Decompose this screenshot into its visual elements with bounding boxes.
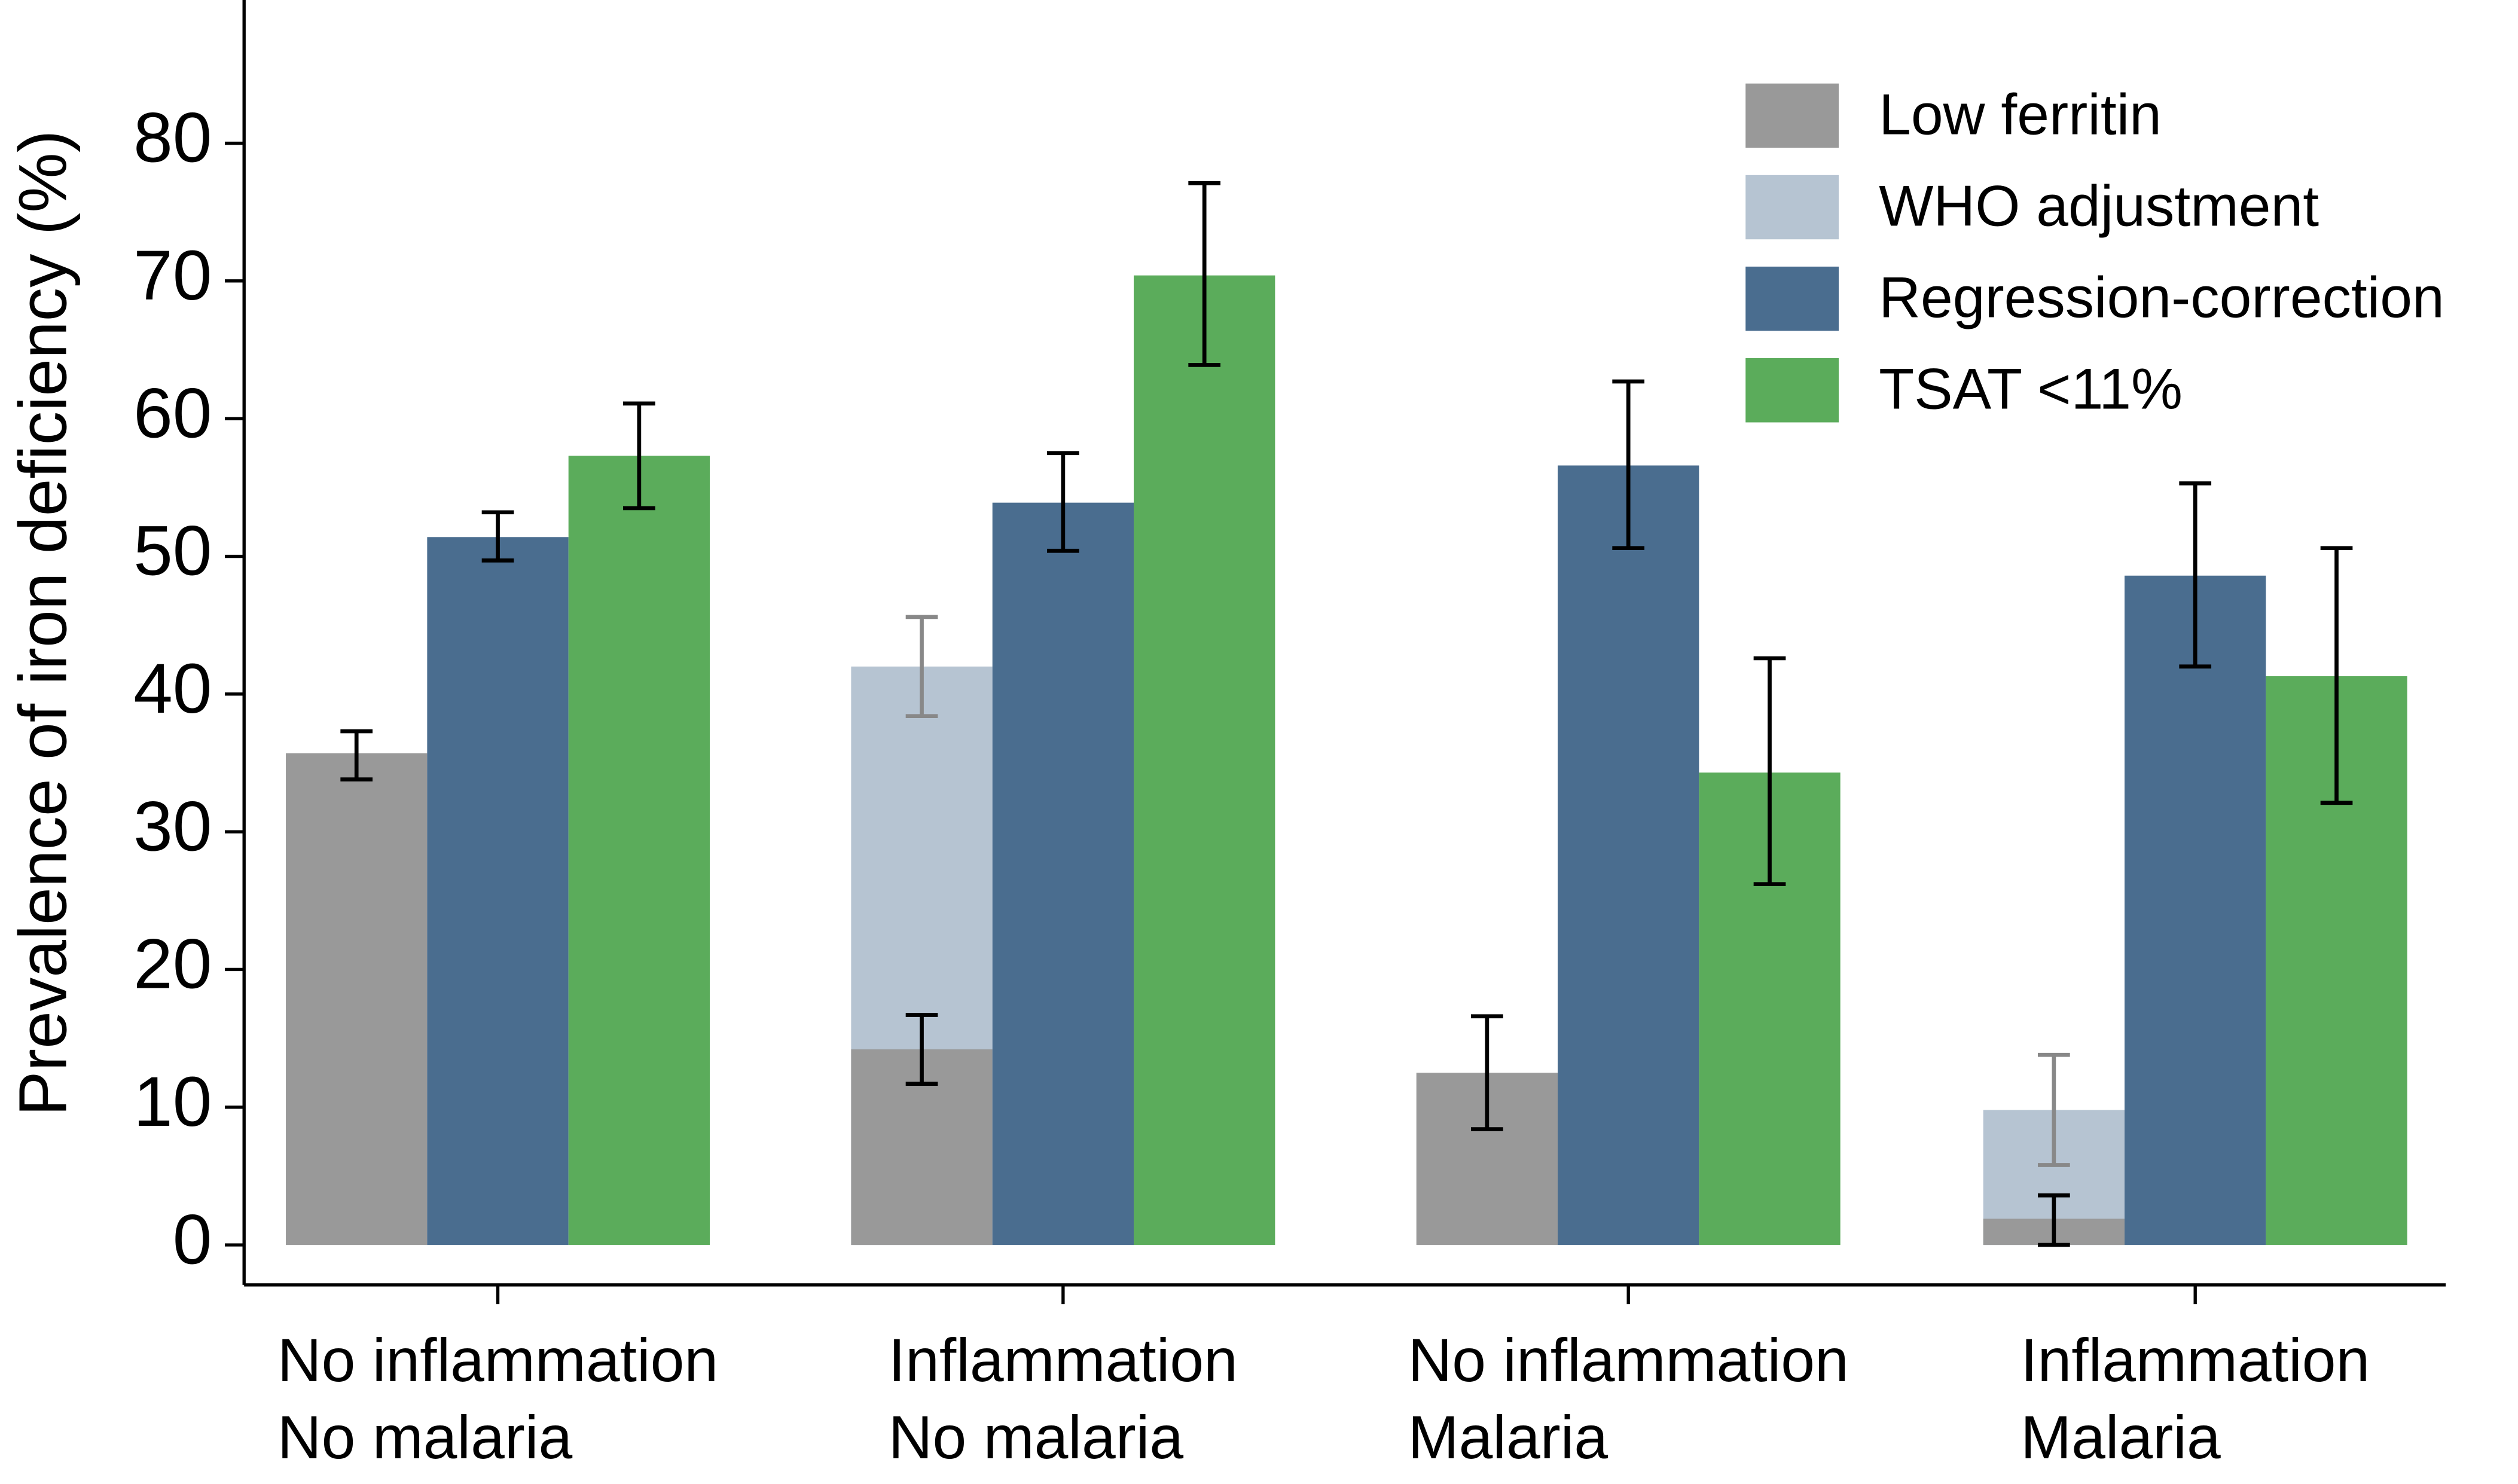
error-bar bbox=[481, 510, 514, 563]
x-tick-label: Malaria bbox=[2020, 1403, 2221, 1471]
y-tick-label: 30 bbox=[133, 787, 212, 866]
error-bar bbox=[905, 615, 938, 719]
x-tick-label: Inflammation bbox=[2020, 1326, 2370, 1394]
y-tick-label: 20 bbox=[133, 925, 212, 1004]
y-tick-label: 60 bbox=[133, 374, 212, 453]
bar bbox=[2125, 575, 2266, 1245]
error-bar bbox=[1047, 451, 1079, 553]
error-bar bbox=[2320, 546, 2353, 805]
error-bar bbox=[2038, 1193, 2070, 1247]
legend-swatch bbox=[1745, 175, 1839, 240]
legend-label: WHO adjustment bbox=[1879, 173, 2319, 238]
error-bar bbox=[1470, 1014, 1503, 1132]
bar bbox=[427, 537, 569, 1245]
bar bbox=[286, 753, 428, 1245]
error-bar bbox=[2179, 481, 2212, 669]
x-tick-label: No malaria bbox=[277, 1403, 573, 1471]
y-tick-label: 50 bbox=[133, 512, 212, 591]
y-tick-label: 70 bbox=[133, 236, 212, 315]
x-tick-label: Malaria bbox=[1408, 1403, 1609, 1471]
error-bar bbox=[1188, 181, 1221, 367]
x-tick-label: No inflammation bbox=[1408, 1326, 1849, 1394]
legend-label: Regression-correction bbox=[1879, 265, 2444, 330]
x-tick-label: Inflammation bbox=[889, 1326, 1238, 1394]
error-bar bbox=[623, 401, 655, 511]
error-bar bbox=[1753, 656, 1786, 887]
y-axis-label: Prevalence of iron deficiency (%) bbox=[5, 130, 80, 1116]
bar bbox=[1134, 275, 1275, 1245]
error-bar bbox=[340, 729, 373, 781]
y-tick-label: 40 bbox=[133, 649, 212, 728]
legend-swatch bbox=[1745, 358, 1839, 423]
y-tick-label: 10 bbox=[133, 1062, 212, 1141]
x-tick-label: No inflammation bbox=[277, 1326, 718, 1394]
legend-label: Low ferritin bbox=[1879, 82, 2162, 146]
bar bbox=[1558, 465, 1699, 1245]
legend-swatch bbox=[1745, 83, 1839, 148]
error-bar bbox=[2038, 1052, 2070, 1167]
error-bar bbox=[905, 1013, 938, 1086]
error-bar bbox=[1612, 379, 1645, 551]
legend-label: TSAT <11% bbox=[1879, 357, 2183, 422]
x-tick-label: No malaria bbox=[889, 1403, 1184, 1471]
y-tick-label: 80 bbox=[133, 99, 212, 178]
bar bbox=[992, 502, 1134, 1245]
bar bbox=[568, 456, 710, 1245]
legend-swatch bbox=[1745, 266, 1839, 331]
y-tick-label: 0 bbox=[173, 1200, 212, 1279]
